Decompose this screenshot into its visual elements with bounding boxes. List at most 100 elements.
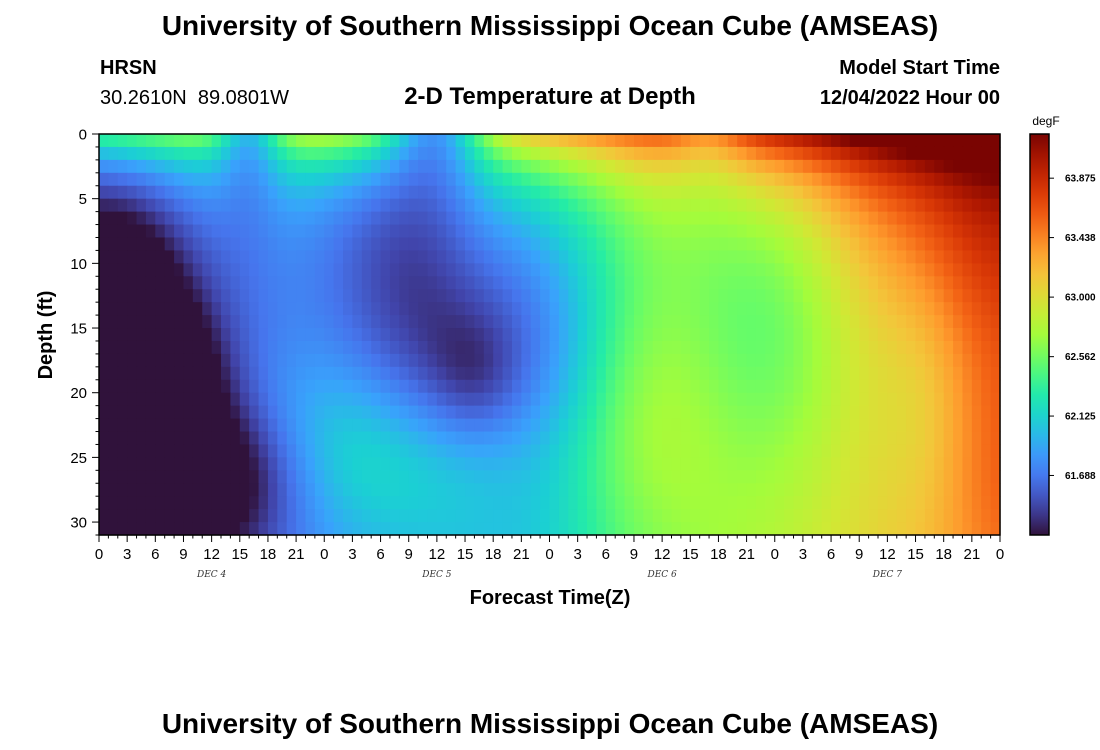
heatmap-cell — [624, 237, 635, 252]
heatmap-cell — [530, 509, 541, 523]
heatmap-cell — [849, 353, 860, 368]
heatmap-cell — [971, 405, 982, 420]
heatmap-cell — [690, 198, 701, 213]
heatmap-cell — [108, 134, 119, 148]
heatmap-cell — [511, 289, 522, 303]
heatmap-cell — [305, 457, 316, 471]
heatmap-cell — [296, 263, 307, 277]
heatmap-cell — [361, 379, 372, 394]
heatmap-cell — [427, 379, 438, 394]
heatmap-cell — [812, 496, 823, 510]
heatmap-cell — [314, 315, 325, 329]
heatmap-cell — [615, 224, 626, 239]
heatmap-cell — [962, 457, 973, 471]
heatmap-cell — [127, 134, 138, 148]
heatmap-cell — [117, 431, 128, 446]
heatmap-cell — [511, 444, 522, 458]
heatmap-cell — [296, 509, 307, 523]
heatmap-cell — [793, 522, 804, 536]
heatmap-cell — [418, 470, 429, 484]
heatmap-cell — [418, 302, 429, 316]
heatmap-cell — [840, 159, 851, 174]
heatmap-cell — [296, 172, 307, 187]
heatmap-cell — [662, 146, 673, 161]
heatmap-cell — [887, 134, 898, 148]
heatmap-cell — [155, 211, 166, 226]
heatmap-cell — [465, 146, 476, 161]
heatmap-cell — [211, 483, 222, 497]
heatmap-cell — [399, 366, 410, 381]
heatmap-cell — [427, 185, 438, 200]
heatmap-cell — [671, 328, 682, 342]
heatmap-cell — [324, 134, 335, 148]
heatmap-cell — [549, 405, 560, 420]
heatmap-cell — [971, 185, 982, 200]
heatmap-cell — [718, 134, 729, 148]
heatmap-cell — [793, 457, 804, 471]
heatmap-cell — [662, 457, 673, 471]
heatmap-cell — [465, 431, 476, 446]
chart-title: University of Southern Mississippi Ocean… — [161, 10, 939, 41]
heatmap-cell — [774, 509, 785, 523]
heatmap-cell — [887, 509, 898, 523]
heatmap-cell — [324, 315, 335, 329]
heatmap-cell — [915, 340, 926, 355]
heatmap-cell — [981, 509, 992, 523]
heatmap-cell — [577, 185, 588, 200]
heatmap-cell — [540, 522, 551, 536]
heatmap-cell — [802, 302, 813, 316]
heatmap-cell — [145, 250, 156, 264]
heatmap-cell — [446, 134, 457, 148]
heatmap-cell — [202, 328, 213, 342]
heatmap-cell — [211, 185, 222, 200]
heatmap-cell — [737, 431, 748, 446]
heatmap-cell — [802, 172, 813, 187]
heatmap-cell — [540, 353, 551, 368]
heatmap-cell — [671, 289, 682, 303]
heatmap-cell — [286, 405, 297, 420]
heatmap-cell — [286, 366, 297, 381]
heatmap-cell — [615, 302, 626, 316]
heatmap-cell — [493, 405, 504, 420]
heatmap-cell — [699, 405, 710, 420]
heatmap-cell — [427, 250, 438, 264]
heatmap-cell — [136, 379, 147, 394]
heatmap-cell — [502, 263, 513, 277]
heatmap-cell — [277, 302, 288, 316]
heatmap-cell — [887, 496, 898, 510]
heatmap-cell — [427, 237, 438, 252]
heatmap-cell — [249, 470, 260, 484]
heatmap-cell — [690, 211, 701, 226]
heatmap-cell — [418, 353, 429, 368]
heatmap-cell — [802, 457, 813, 471]
heatmap-cell — [455, 366, 466, 381]
heatmap-cell — [746, 159, 757, 174]
heatmap-cell — [389, 276, 400, 290]
heatmap-cell — [671, 211, 682, 226]
heatmap-cell — [117, 483, 128, 497]
heatmap-cell — [493, 379, 504, 394]
heatmap-cell — [849, 366, 860, 381]
heatmap-cell — [371, 405, 382, 420]
heatmap-cell — [117, 211, 128, 226]
heatmap-cell — [408, 392, 419, 407]
heatmap-cell — [633, 444, 644, 458]
heatmap-cell — [521, 172, 532, 187]
heatmap-cell — [793, 289, 804, 303]
heatmap-cell — [155, 198, 166, 213]
heatmap-cell — [211, 263, 222, 277]
heatmap-cell — [624, 315, 635, 329]
heatmap-cell — [784, 392, 795, 407]
heatmap-cell — [840, 172, 851, 187]
heatmap-cell — [755, 237, 766, 252]
heatmap-cell — [277, 509, 288, 523]
x-day-label: DEC 6 — [646, 570, 677, 580]
heatmap-cell — [230, 379, 241, 394]
heatmap-cell — [624, 211, 635, 226]
heatmap-cell — [643, 522, 654, 536]
heatmap-cell — [389, 431, 400, 446]
heatmap-cell — [746, 276, 757, 290]
heatmap-cell — [755, 185, 766, 200]
heatmap-cell — [408, 315, 419, 329]
heatmap-cell — [859, 289, 870, 303]
